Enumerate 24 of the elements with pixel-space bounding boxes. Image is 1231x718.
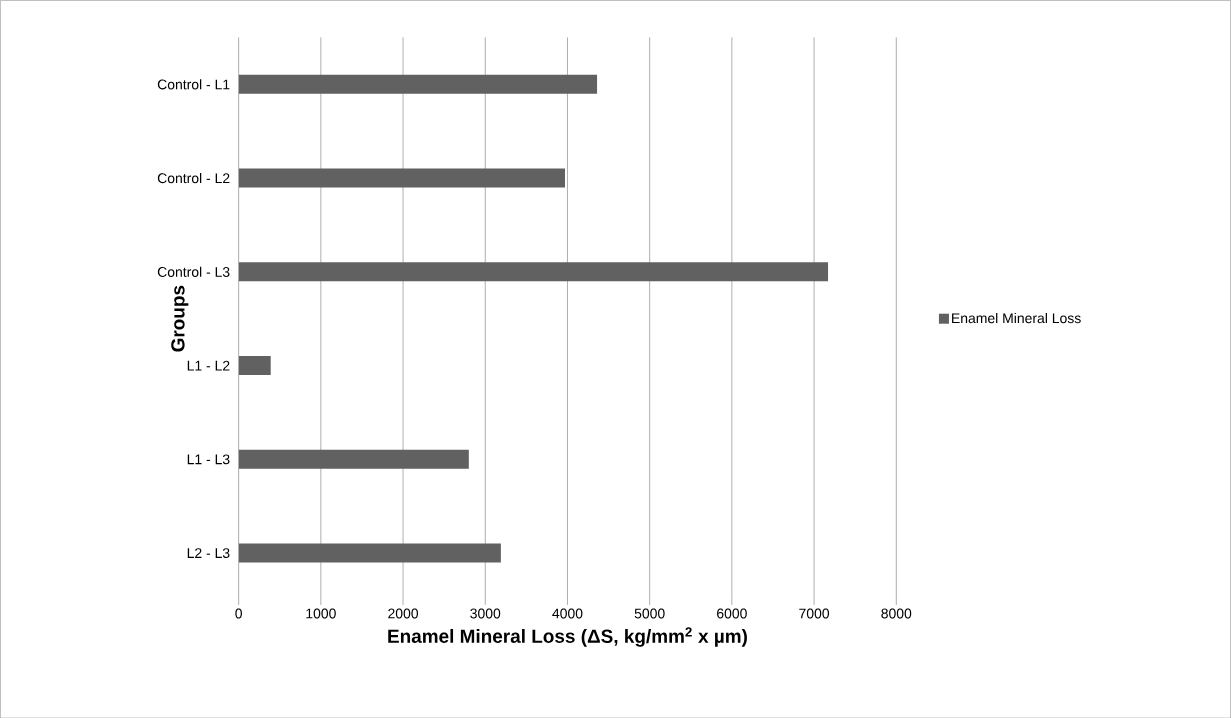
bar	[238, 449, 469, 469]
y-tick-label: L2 - L3	[187, 547, 230, 558]
x-tick-label: 5000	[634, 608, 665, 619]
bar	[238, 543, 501, 563]
x-tick-label: 3000	[470, 608, 501, 619]
y-tick-label: Control - L1	[157, 78, 230, 90]
bar	[238, 262, 829, 282]
legend-label: Enamel Mineral Loss	[952, 312, 1081, 323]
x-tick-label: 8000	[881, 608, 912, 619]
x-tick-label: 0	[235, 608, 242, 619]
x-tick-label: 4000	[552, 608, 583, 619]
y-tick-label: Control - L3	[157, 266, 230, 277]
y-tick-label: L1 - L2	[187, 360, 230, 371]
bar	[238, 74, 598, 94]
x-tick-label: 1000	[306, 608, 336, 619]
x-tick-label: 7000	[799, 608, 830, 619]
y-tick-label: L1 - L3	[187, 454, 230, 465]
bar	[238, 168, 565, 188]
x-tick-label: 2000	[388, 608, 419, 619]
x-axis-title: Enamel Mineral Loss (ΔS, kg/mm$^{2}$ x µm)	[388, 627, 747, 647]
x-tick-label: 6000	[717, 608, 747, 619]
y-axis-title: Groups	[171, 285, 189, 352]
bar	[238, 355, 271, 375]
y-tick-label: Control - L2	[157, 172, 230, 183]
